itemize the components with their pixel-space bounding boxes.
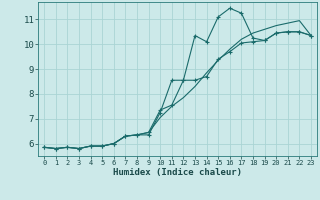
X-axis label: Humidex (Indice chaleur): Humidex (Indice chaleur) [113,168,242,177]
